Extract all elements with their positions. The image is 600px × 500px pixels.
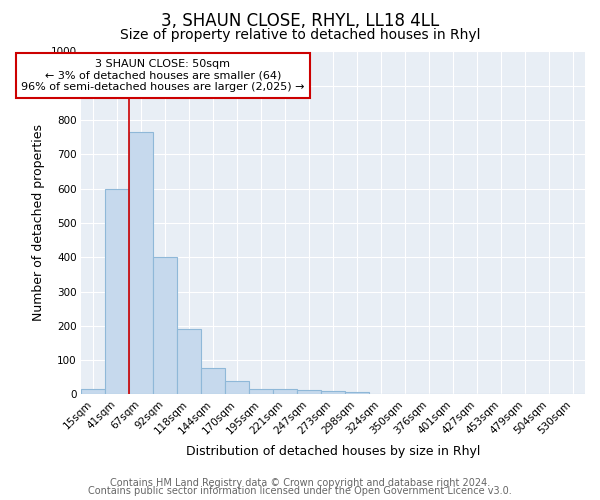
Bar	[178, 330, 202, 394]
Text: Size of property relative to detached houses in Rhyl: Size of property relative to detached ho…	[120, 28, 480, 42]
Bar	[202, 368, 226, 394]
Bar	[154, 258, 178, 394]
Bar	[130, 132, 154, 394]
Bar	[273, 390, 297, 394]
Text: Contains public sector information licensed under the Open Government Licence v3: Contains public sector information licen…	[88, 486, 512, 496]
Bar	[106, 188, 130, 394]
Y-axis label: Number of detached properties: Number of detached properties	[32, 124, 45, 322]
Bar	[345, 392, 369, 394]
Bar	[250, 388, 273, 394]
Text: 3, SHAUN CLOSE, RHYL, LL18 4LL: 3, SHAUN CLOSE, RHYL, LL18 4LL	[161, 12, 439, 30]
Bar	[226, 382, 250, 394]
Text: Contains HM Land Registry data © Crown copyright and database right 2024.: Contains HM Land Registry data © Crown c…	[110, 478, 490, 488]
Bar	[82, 390, 106, 394]
Bar	[321, 391, 345, 394]
X-axis label: Distribution of detached houses by size in Rhyl: Distribution of detached houses by size …	[186, 444, 481, 458]
Text: 3 SHAUN CLOSE: 50sqm
← 3% of detached houses are smaller (64)
96% of semi-detach: 3 SHAUN CLOSE: 50sqm ← 3% of detached ho…	[21, 59, 305, 92]
Bar	[297, 390, 321, 394]
